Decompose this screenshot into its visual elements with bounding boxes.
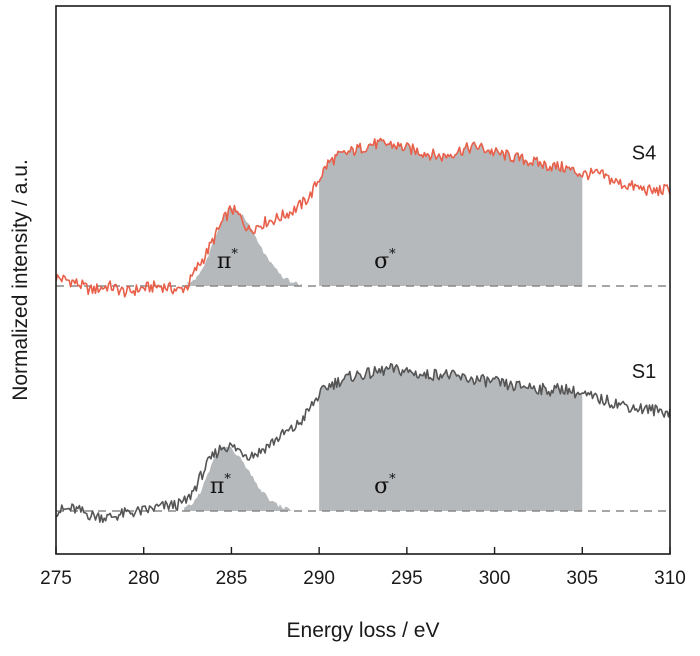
x-tick-label-275: 275 (40, 568, 72, 589)
s4-fill-pi (187, 207, 302, 286)
s1-fill-pi (184, 446, 293, 511)
x-tick-label-300: 300 (479, 568, 511, 589)
plot-frame (55, 5, 671, 555)
plot-area: π* σ*S4π* σ*S1 (55, 137, 671, 523)
s4-line (55, 137, 671, 298)
s1-fill-sigma (319, 363, 583, 511)
s4-fill-sigma (319, 138, 583, 286)
x-tick-label-310: 310 (654, 568, 686, 589)
x-axis: 275 280 285 290 295 300 305 310 (40, 547, 686, 589)
x-axis-title: Energy loss / eV (287, 619, 440, 642)
x-tick-label-295: 295 (391, 568, 423, 589)
x-tick-label-305: 305 (566, 568, 598, 589)
x-tick-label-280: 280 (128, 568, 160, 589)
s4-series-label: S4 (632, 142, 656, 164)
s1-line (55, 363, 671, 523)
s1-series-label: S1 (632, 361, 656, 383)
y-axis-title: Normalized intensity / a.u. (9, 159, 32, 401)
x-tick-label-285: 285 (216, 568, 248, 589)
x-tick-label-290: 290 (303, 568, 335, 589)
